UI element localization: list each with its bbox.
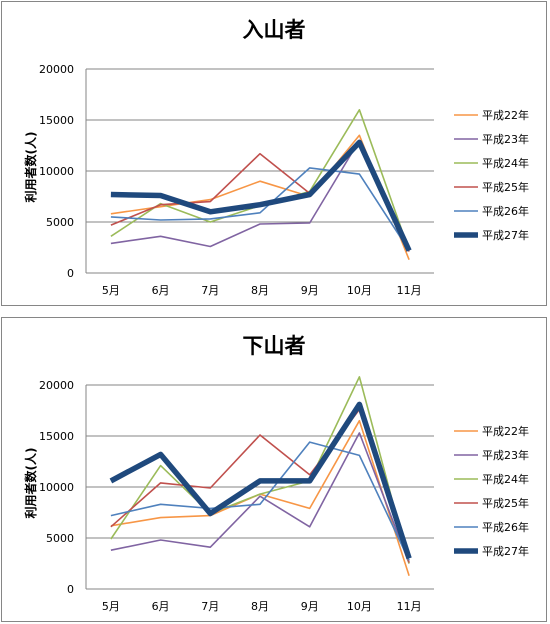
y-axis-label: 利用者数(人) <box>23 448 38 519</box>
y-tick-label: 15000 <box>39 430 74 443</box>
gridlines <box>85 384 434 590</box>
y-tick-label: 20000 <box>39 63 74 76</box>
series-line-平成27年 <box>110 139 412 252</box>
chart-title: 下山者 <box>243 334 306 358</box>
series-line-平成24年 <box>110 109 410 251</box>
y-tick-label: 15000 <box>39 114 74 127</box>
x-tick-label: 9月 <box>301 600 319 613</box>
series-line-平成26年 <box>110 167 410 252</box>
series-line-平成25年 <box>110 408 410 563</box>
legend-label: 平成24年 <box>482 156 529 170</box>
x-tick-label: 5月 <box>102 600 120 613</box>
x-tick-labels: 5月 6月 7月 8月 9月 10月 11月 <box>102 600 422 613</box>
x-tick-labels: 5月 6月 7月 8月 9月 10月 11月 <box>102 284 422 297</box>
x-tick-label: 9月 <box>301 284 319 297</box>
y-tick-label: 10000 <box>39 165 74 178</box>
x-tick-label: 11月 <box>397 600 422 613</box>
series-lines <box>109 375 412 576</box>
legend-label: 平成26年 <box>482 204 529 218</box>
x-tick-label: 5月 <box>102 284 120 297</box>
chart-entering: 入山者 利用者数(人) 0 5000 10000 15000 20000 5月 6月 7月 8… <box>23 18 529 297</box>
y-tick-label: 10000 <box>39 481 74 494</box>
y-axis-label: 利用者数(人) <box>23 132 38 203</box>
chart-panel-descending: 下山者 利用者数(人) 0 5000 10000 15000 20000 5月 6月 7月 8… <box>1 317 547 622</box>
legend-label: 平成24年 <box>482 472 529 486</box>
series-line-平成27年 <box>109 401 412 560</box>
x-tick-label: 7月 <box>201 284 219 297</box>
x-tick-label: 10月 <box>347 600 372 613</box>
x-tick-label: 8月 <box>251 600 269 613</box>
series-line-平成22年 <box>110 134 410 260</box>
legend-label: 平成27年 <box>482 544 529 558</box>
chart-panel-entering: 入山者 利用者数(人) 0 5000 10000 15000 20000 5月 6月 7月 8… <box>1 1 547 306</box>
y-tick-labels: 0 5000 10000 15000 20000 <box>39 379 74 596</box>
x-tick-label: 6月 <box>152 600 170 613</box>
legend-label: 平成23年 <box>482 132 529 146</box>
x-tick-label: 8月 <box>251 284 269 297</box>
series-line-平成24年 <box>110 375 410 564</box>
legend-label: 平成22年 <box>482 424 529 438</box>
legend-label: 平成25年 <box>482 180 529 194</box>
series-line-平成23年 <box>110 432 410 564</box>
series-lines <box>110 109 412 260</box>
chart-descending: 下山者 利用者数(人) 0 5000 10000 15000 20000 5月 6月 7月 8… <box>23 334 529 613</box>
legend-label: 平成22年 <box>482 108 529 122</box>
x-tick-label: 10月 <box>347 284 372 297</box>
y-tick-label: 5000 <box>46 216 74 229</box>
chart-title: 入山者 <box>243 18 306 42</box>
x-tick-label: 11月 <box>397 284 422 297</box>
legend-label: 平成23年 <box>482 448 529 462</box>
y-tick-label: 0 <box>67 583 74 596</box>
series-line-平成26年 <box>110 441 410 561</box>
y-tick-label: 5000 <box>46 532 74 545</box>
y-tick-label: 0 <box>67 267 74 280</box>
x-tick-label: 7月 <box>201 600 219 613</box>
x-tick-label: 6月 <box>152 284 170 297</box>
y-tick-label: 20000 <box>39 379 74 392</box>
legend-label: 平成27年 <box>482 228 529 242</box>
gridlines <box>85 68 434 274</box>
y-tick-labels: 0 5000 10000 15000 20000 <box>39 63 74 280</box>
legend-label: 平成26年 <box>482 520 529 534</box>
legend-label: 平成25年 <box>482 496 529 510</box>
